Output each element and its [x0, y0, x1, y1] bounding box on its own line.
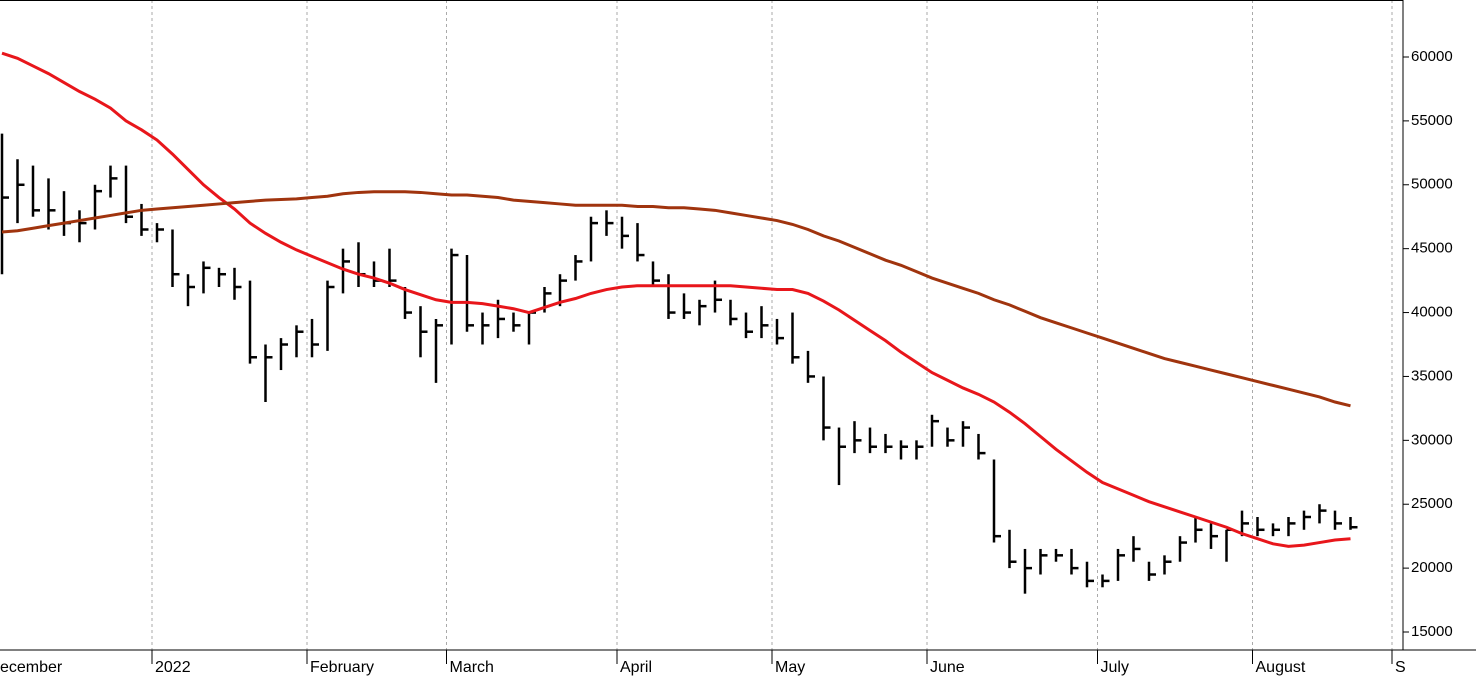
y-tick-label: 55000 [1411, 112, 1453, 129]
y-tick-label: 40000 [1411, 304, 1453, 321]
x-tick-label: March [450, 659, 494, 676]
x-tick-label: May [775, 659, 805, 676]
y-tick-label: 60000 [1411, 48, 1453, 65]
x-tick-label: June [930, 659, 965, 676]
y-tick-label: 50000 [1411, 176, 1453, 193]
y-tick-label: 25000 [1411, 495, 1453, 512]
y-tick-label: 20000 [1411, 559, 1453, 576]
plot-area [0, 51, 1358, 594]
grid [151, 0, 1393, 650]
x-tick-label: 2022 [155, 659, 191, 676]
x-tick-label: February [310, 659, 374, 676]
x-tick-label: July [1101, 659, 1129, 676]
y-tick-label: 30000 [1411, 431, 1453, 448]
y-tick-label: 45000 [1411, 240, 1453, 257]
x-tick-label: August [1256, 659, 1306, 676]
x-tick-label: S [1395, 659, 1406, 676]
y-tick-label: 15000 [1411, 623, 1453, 640]
moving-average [1, 190, 1351, 408]
y-tick-label: 35000 [1411, 367, 1453, 384]
x-tick-label: April [620, 659, 652, 676]
x-tick-label: ecember [0, 659, 63, 676]
